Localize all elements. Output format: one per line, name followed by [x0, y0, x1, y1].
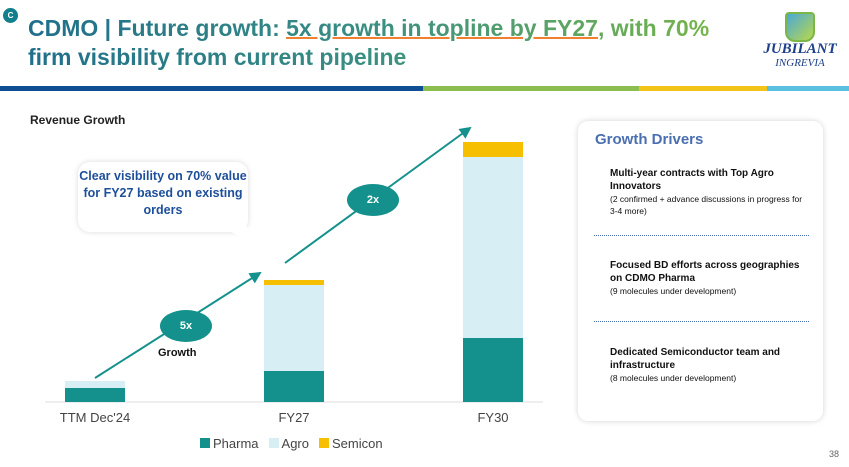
driver-detail: (2 confirmed + advance discussions in pr… — [610, 194, 803, 216]
x-tick-label: TTM Dec'24 — [59, 410, 131, 425]
callout-visibility: Clear visibility on 70% value for FY27 b… — [78, 162, 248, 232]
driver-heading: Multi-year contracts with Top Agro Innov… — [610, 168, 774, 192]
logo-text-2: INGREVIA — [775, 57, 825, 69]
bar-agro-0 — [65, 381, 125, 388]
x-tick-label: FY30 — [477, 410, 509, 425]
bar-semicon-2 — [463, 142, 523, 157]
drivers-title: Growth Drivers — [595, 131, 704, 148]
divider-green — [423, 86, 639, 91]
divider-yellow — [639, 86, 767, 91]
growth-badge-5x: 5x — [160, 310, 212, 342]
divider-blue — [0, 86, 423, 91]
driver-item: Dedicated Semiconductor team and infrast… — [610, 346, 810, 384]
section-badge: C — [3, 8, 18, 23]
legend-item-semicon: Semicon — [319, 436, 383, 451]
growth-caption: Growth — [158, 347, 197, 359]
legend-item-pharma: Pharma — [200, 436, 259, 451]
bar-pharma-2 — [463, 338, 523, 402]
legend-label: Pharma — [213, 436, 259, 451]
legend-item-agro: Agro — [268, 436, 309, 451]
x-tick-label: FY27 — [278, 410, 310, 425]
divider-cyan — [767, 86, 849, 91]
bar-pharma-0 — [65, 388, 125, 402]
logo-icon — [785, 12, 815, 42]
page-number: 38 — [828, 449, 839, 459]
company-logo: JUBILANT INGREVIA — [760, 12, 840, 69]
bar-semicon-1 — [264, 280, 324, 285]
divider — [594, 235, 809, 236]
growth-badge-2x: 2x — [347, 184, 399, 216]
divider — [594, 321, 809, 322]
callout-pointer — [220, 225, 285, 265]
driver-detail: (8 molecules under development) — [610, 373, 737, 383]
driver-heading: Dedicated Semiconductor team and infrast… — [610, 347, 781, 371]
legend-label: Agro — [281, 436, 309, 451]
section-title: Revenue Growth — [30, 113, 126, 127]
legend-label: Semicon — [332, 436, 383, 451]
driver-detail: (9 molecules under development) — [610, 286, 737, 296]
chart-legend: Pharma Agro Semicon — [200, 436, 383, 451]
driver-item: Focused BD efforts across geographies on… — [610, 259, 810, 297]
bar-agro-2 — [463, 157, 523, 338]
driver-heading: Focused BD efforts across geographies on… — [610, 260, 800, 284]
logo-text-1: JUBILANT — [763, 41, 837, 57]
growth-drivers-card: Growth Drivers Multi-year contracts with… — [578, 121, 823, 421]
driver-item: Multi-year contracts with Top Agro Innov… — [610, 167, 810, 217]
bar-pharma-1 — [264, 371, 324, 402]
bar-agro-1 — [264, 285, 324, 371]
revenue-chart — [45, 126, 543, 403]
